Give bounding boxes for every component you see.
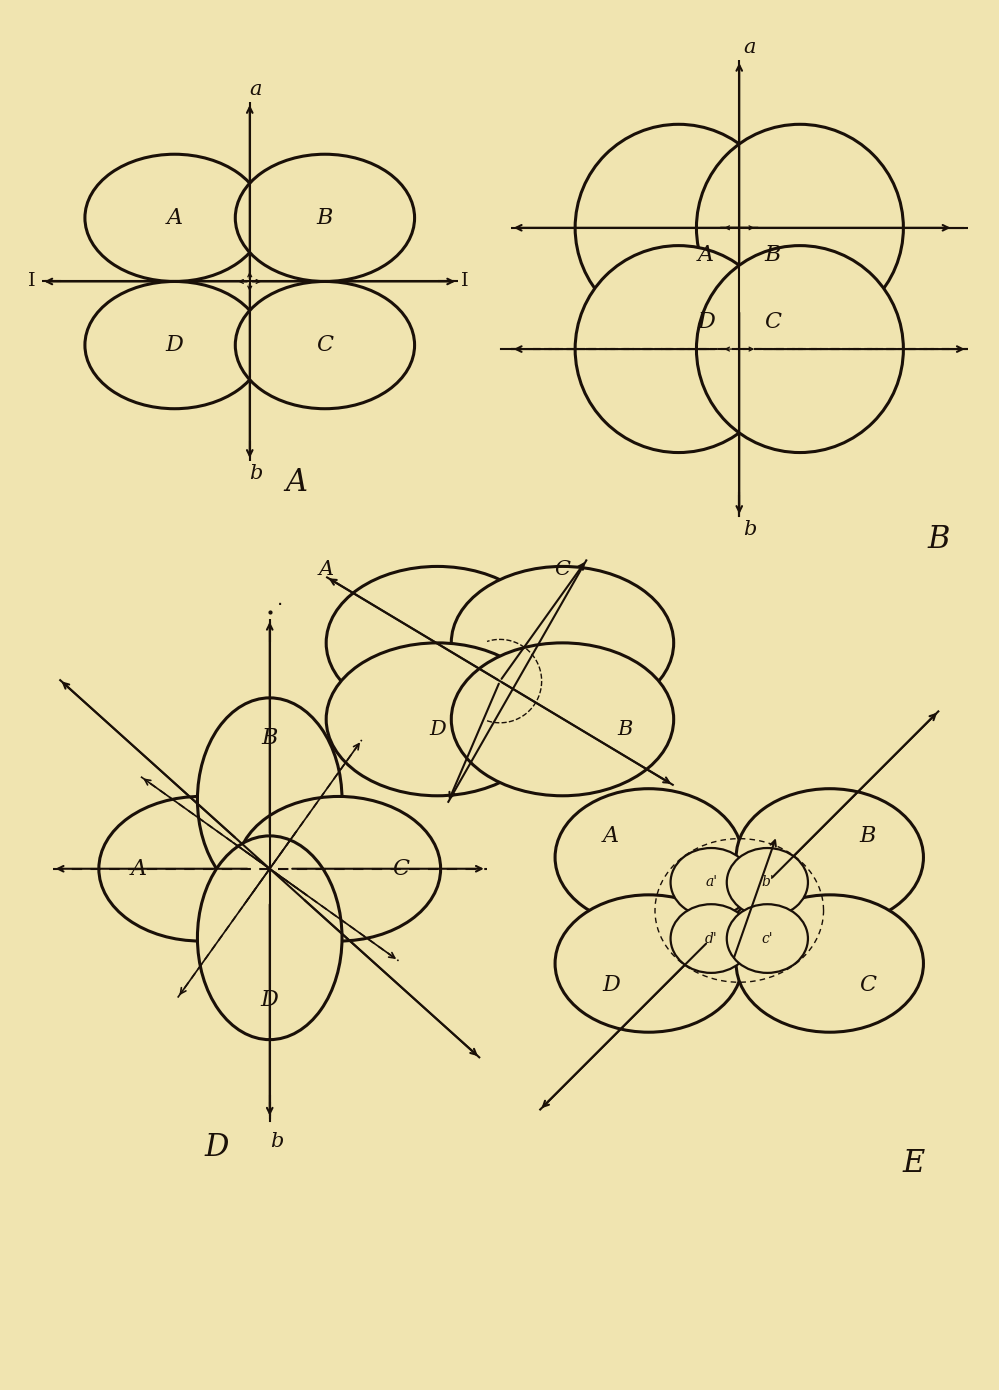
Text: D: D [429,720,446,739]
Text: C: C [317,334,334,356]
Text: ·: · [277,596,283,616]
Text: A: A [698,245,714,265]
Text: B: B [262,727,278,749]
Text: a: a [743,38,756,57]
Text: D: D [205,1131,230,1162]
Ellipse shape [236,154,415,281]
Text: b: b [743,520,756,539]
Text: C: C [859,974,876,997]
Text: C: C [592,869,615,899]
Ellipse shape [452,642,673,795]
Circle shape [575,124,782,331]
Ellipse shape [327,642,548,795]
Text: E: E [903,1148,925,1179]
Text: B: B [859,824,875,847]
Text: A: A [285,467,307,498]
Ellipse shape [555,788,742,926]
Ellipse shape [327,567,548,720]
Text: C: C [764,311,781,332]
Text: a: a [250,81,262,99]
Ellipse shape [736,895,923,1033]
Text: I: I [28,272,36,291]
Text: C: C [393,858,410,880]
Text: a': a' [705,876,717,890]
Ellipse shape [85,281,264,409]
Ellipse shape [198,698,342,902]
Text: A: A [603,824,619,847]
Ellipse shape [726,905,808,973]
Text: c': c' [761,931,773,945]
Ellipse shape [99,796,303,941]
Text: B: B [617,720,632,739]
Circle shape [696,124,903,331]
Ellipse shape [85,154,264,281]
Text: b: b [270,1131,283,1151]
Ellipse shape [555,895,742,1033]
Text: B: B [764,245,781,265]
Text: b': b' [761,876,774,890]
Ellipse shape [452,567,673,720]
Text: d': d' [704,931,717,945]
Ellipse shape [236,281,415,409]
Text: A: A [167,207,183,229]
Text: D: D [261,988,279,1011]
Circle shape [575,246,782,453]
Text: D: D [602,974,620,997]
Ellipse shape [237,796,441,941]
Ellipse shape [736,788,923,926]
Ellipse shape [670,905,752,973]
Text: B: B [928,524,950,555]
Text: D: D [697,311,715,332]
Circle shape [696,246,903,453]
Ellipse shape [670,848,752,916]
Ellipse shape [726,848,808,916]
Text: D: D [166,334,184,356]
Ellipse shape [198,835,342,1040]
Text: B: B [317,207,333,229]
Text: A: A [319,560,334,580]
Text: b: b [249,464,262,482]
Text: I: I [461,272,469,291]
Text: A: A [131,858,147,880]
Text: C: C [554,560,570,580]
